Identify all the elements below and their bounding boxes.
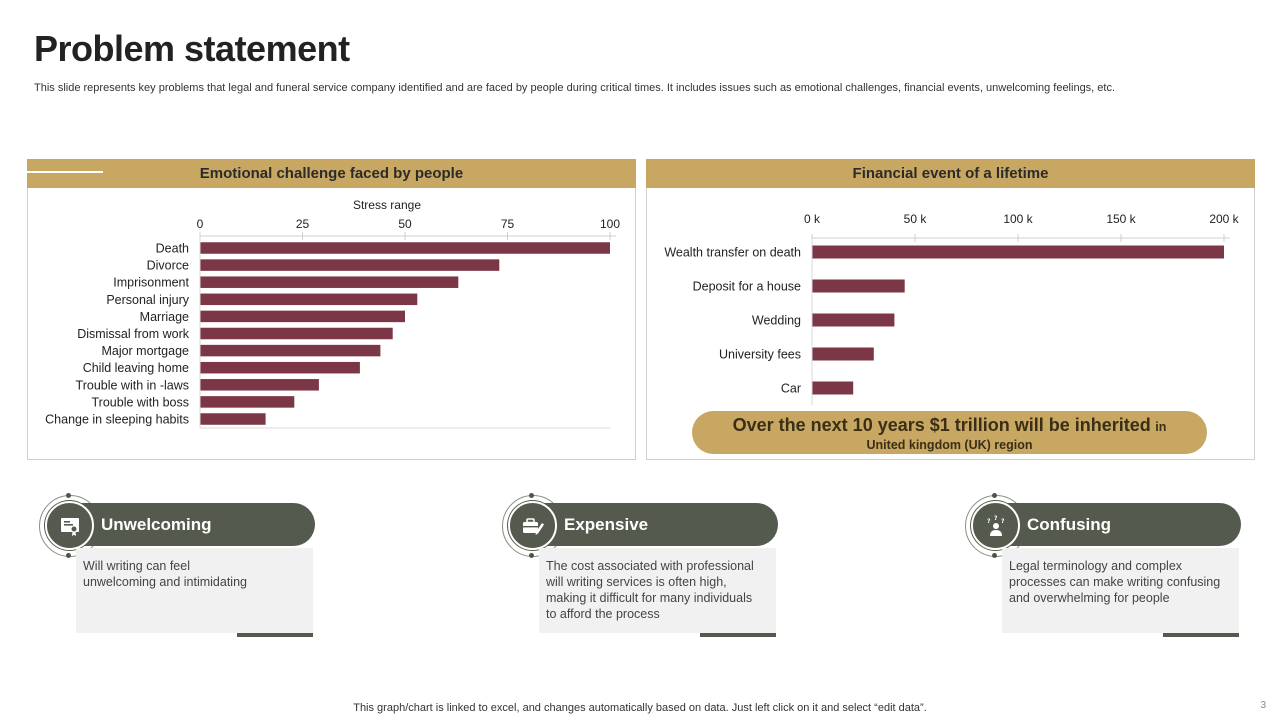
card-text-line: will writing services is often high, [546,575,727,589]
slide-subtitle: This slide represents key problems that … [34,82,1116,94]
bar [200,396,295,408]
ring-dot [66,553,71,558]
bar [200,259,500,271]
slide-title: Problem statement [34,28,350,69]
x-tick-label: 50 k [904,212,928,226]
bar [200,293,418,306]
card-text-line: unwelcoming and intimidating [83,575,247,589]
card-icon-circle: ? ? ? [971,501,1020,550]
category-label: Wedding [752,314,801,328]
financial-event-title: Financial event of a lifetime [852,165,1049,182]
bar [200,413,266,425]
x-tick-label: 75 [501,217,515,231]
category-label: Dismissal from work [77,327,190,341]
category-label: Trouble with in -laws [76,378,189,392]
category-label: Wealth transfer on death [664,246,801,260]
ring-dot [529,493,534,498]
card-underline [1163,633,1239,637]
bar [812,381,854,395]
card-label: Confusing [1027,515,1112,534]
card-body: The cost associated with professional wi… [539,548,776,633]
bar [812,245,1224,259]
inheritance-callout: Over the next 10 years $1 trillion will … [692,411,1207,454]
card-text-line: to afford the process [546,607,660,621]
financial-event-chart[interactable]: 0 k 50 k 100 k 150 k 200 k Wealth transfer on… [647,188,1254,459]
confused-person-icon: ? ? ? [987,515,1005,536]
svg-text:?: ? [987,518,991,525]
category-label: Imprisonment [113,276,189,290]
card-label: Unwelcoming [101,515,212,534]
card-underline [700,633,776,637]
card-icon-circle [45,501,94,550]
footer-note: This graph/chart is linked to excel, and… [353,702,927,714]
bar [200,242,610,254]
x-tick-label: 100 k [1003,212,1033,226]
bar [200,276,459,288]
card-label-pill [530,503,778,546]
card-text-line: processes can make writing confusing [1009,575,1221,589]
card-expensive: Expensive The cost associated with profe… [502,493,782,640]
svg-text:?: ? [994,515,998,522]
card-label-pill [67,503,315,546]
callout-in-text: in [1155,420,1167,434]
card-text-line: Will writing can feel [83,559,190,573]
card-confusing: ? ? ? Confusing Legal terminology and co… [965,493,1245,640]
financial-event-panel: Financial event of a lifetime 0 k 50 k 100… [646,159,1255,460]
svg-text:?: ? [1001,518,1005,525]
category-label: Personal injury [106,293,189,307]
x-tick-label: 0 k [804,212,821,226]
callout-region-text: United kingdom (UK) region [866,438,1033,452]
card-text-line: making it difficult for many individuals [546,591,753,605]
axis-title: Stress range [353,198,421,212]
bar [200,344,381,357]
card-body: Legal terminology and complex processes … [1002,548,1239,633]
category-label: Child leaving home [83,361,189,375]
category-label: Car [781,382,801,396]
bar [812,313,895,327]
ring-dot [529,553,534,558]
category-label: Divorce [147,259,189,273]
category-label: Change in sleeping habits [45,413,189,427]
card-label: Expensive [564,515,649,534]
briefcase-icon [523,518,544,535]
bar [200,310,405,323]
emotional-challenge-chart[interactable]: Stress range 0 25 50 75 100 Death Divorce Impris… [28,188,635,459]
x-tick-label: 25 [296,217,310,231]
emotional-challenge-title: Emotional challenge faced by people [199,165,464,182]
page-number: 3 [1260,700,1266,711]
ring-dot [66,493,71,498]
category-label: Death [156,242,189,256]
bar [812,347,874,361]
card-body: Will writing can feel unwelcoming and in… [76,548,313,633]
category-label: University fees [719,348,801,362]
emotional-challenge-header: Emotional challenge faced by people [27,159,636,188]
x-tick-label: 100 [600,217,620,231]
x-tick-label: 50 [398,217,412,231]
card-unwelcoming: Unwelcoming Will writing can feel unwelc… [39,493,319,640]
bar [812,279,905,293]
category-label: Major mortgage [101,344,189,358]
card-text-line: and overwhelming for people [1009,591,1170,605]
header-accent-line [27,171,103,173]
x-tick-label: 150 k [1106,212,1136,226]
category-label: Deposit for a house [693,280,801,294]
card-text-line: Legal terminology and complex [1009,559,1183,573]
certificate-icon [61,518,79,536]
card-icon-circle [508,501,557,550]
ring-dot [992,553,997,558]
card-underline [237,633,313,637]
x-tick-label: 200 k [1209,212,1239,226]
x-tick-label: 0 [197,217,204,231]
emotional-challenge-panel: Emotional challenge faced by people Stre… [27,159,636,460]
category-label: Trouble with boss [92,395,190,409]
ring-dot [992,493,997,498]
bar [200,361,360,374]
bar [200,327,393,340]
card-text-line: The cost associated with professional [546,559,754,573]
callout-bold-text: Over the next 10 years $1 trillion will … [732,415,1151,435]
bar [200,379,319,391]
financial-event-header: Financial event of a lifetime [646,159,1255,188]
category-label: Marriage [140,310,189,324]
card-label-pill [993,503,1241,546]
